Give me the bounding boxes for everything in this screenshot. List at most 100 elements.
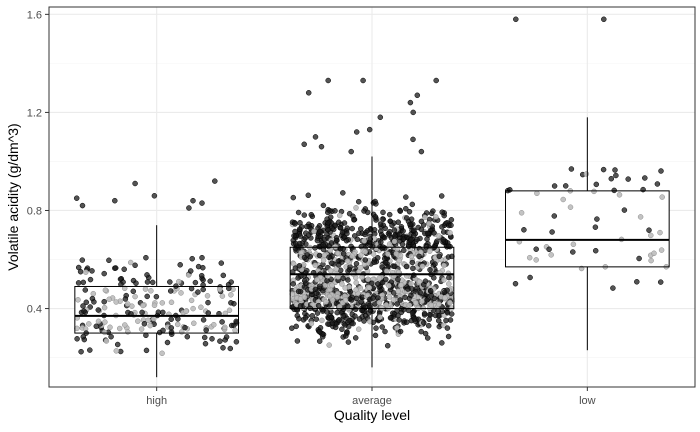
data-point (368, 280, 375, 287)
data-point (198, 272, 205, 279)
data-point (132, 293, 138, 300)
data-point (80, 333, 87, 340)
data-point (377, 287, 383, 294)
data-point (305, 192, 312, 199)
data-point (102, 287, 109, 293)
data-point (80, 303, 86, 309)
data-point (570, 249, 576, 255)
data-point (138, 326, 145, 332)
data-point (526, 254, 533, 261)
data-point (549, 229, 555, 235)
data-point (228, 300, 234, 306)
data-point (382, 328, 388, 335)
data-point (385, 251, 391, 257)
data-point (419, 263, 426, 270)
data-point (439, 340, 445, 346)
data-point (440, 237, 447, 243)
data-point (201, 334, 208, 341)
data-point (355, 326, 362, 332)
data-point (391, 238, 398, 245)
data-point (195, 289, 201, 295)
data-point (228, 322, 235, 329)
data-point (408, 280, 414, 287)
data-point (600, 166, 607, 173)
data-point (403, 194, 409, 200)
outlier-point (73, 195, 80, 201)
data-point (613, 172, 619, 179)
data-point (159, 350, 165, 357)
data-point (87, 347, 93, 353)
data-point (319, 317, 325, 324)
data-point (108, 333, 114, 340)
data-point (560, 196, 566, 203)
data-point (343, 237, 350, 244)
data-point (184, 333, 191, 340)
outlier-point (305, 90, 312, 96)
data-point (103, 338, 110, 344)
data-point (232, 327, 238, 334)
x-tick-label: average (352, 395, 392, 407)
data-point (295, 288, 302, 295)
data-point (222, 324, 228, 331)
data-point (428, 210, 435, 217)
box-outlines (74, 117, 670, 378)
data-point (122, 322, 128, 328)
data-point (408, 216, 415, 222)
data-point (407, 221, 413, 228)
data-point (320, 202, 327, 209)
data-point (648, 232, 654, 239)
data-point (337, 267, 344, 274)
data-point (371, 227, 378, 233)
data-point (121, 266, 127, 273)
data-point (337, 224, 344, 231)
data-point (343, 333, 349, 339)
data-point (358, 299, 364, 305)
data-point (417, 289, 423, 296)
data-point (434, 238, 440, 244)
outlier-point (151, 193, 158, 199)
data-point (435, 308, 441, 314)
data-point (144, 279, 151, 285)
data-point (353, 287, 359, 293)
data-point (204, 293, 211, 299)
data-point (143, 347, 150, 354)
data-point (591, 188, 597, 195)
data-point (378, 232, 385, 238)
data-point (168, 299, 175, 306)
data-point (440, 229, 447, 235)
data-point (329, 260, 335, 267)
data-point (107, 324, 113, 331)
data-point (394, 301, 400, 307)
data-point (294, 338, 301, 344)
data-point (432, 261, 438, 267)
data-point (512, 280, 519, 287)
data-point (375, 281, 381, 287)
data-point (167, 288, 174, 294)
data-point (527, 274, 533, 281)
data-point (324, 277, 330, 284)
data-point (359, 274, 365, 280)
data-point (79, 257, 86, 263)
data-point (375, 295, 381, 301)
data-point (347, 289, 354, 295)
data-point (200, 317, 207, 323)
data-point (409, 259, 416, 266)
outlier-point (199, 200, 205, 206)
data-point (225, 281, 232, 288)
data-point (199, 254, 205, 261)
data-point (387, 315, 394, 321)
data-point (418, 328, 424, 335)
data-point (418, 226, 425, 233)
data-point (424, 236, 430, 242)
data-point (95, 318, 102, 325)
data-point (125, 329, 131, 335)
data-point (182, 324, 188, 331)
data-point (188, 297, 195, 304)
data-point (83, 269, 89, 275)
jitter-points (73, 16, 670, 357)
data-point (654, 181, 661, 187)
data-point (398, 224, 405, 230)
data-point (296, 226, 303, 232)
data-point (309, 301, 316, 308)
data-point (358, 226, 364, 232)
